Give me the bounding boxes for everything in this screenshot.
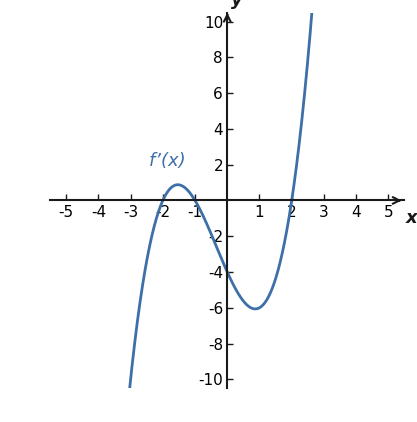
Text: f’(x): f’(x) <box>149 152 186 170</box>
Text: x: x <box>406 209 417 227</box>
Text: y: y <box>231 0 243 9</box>
